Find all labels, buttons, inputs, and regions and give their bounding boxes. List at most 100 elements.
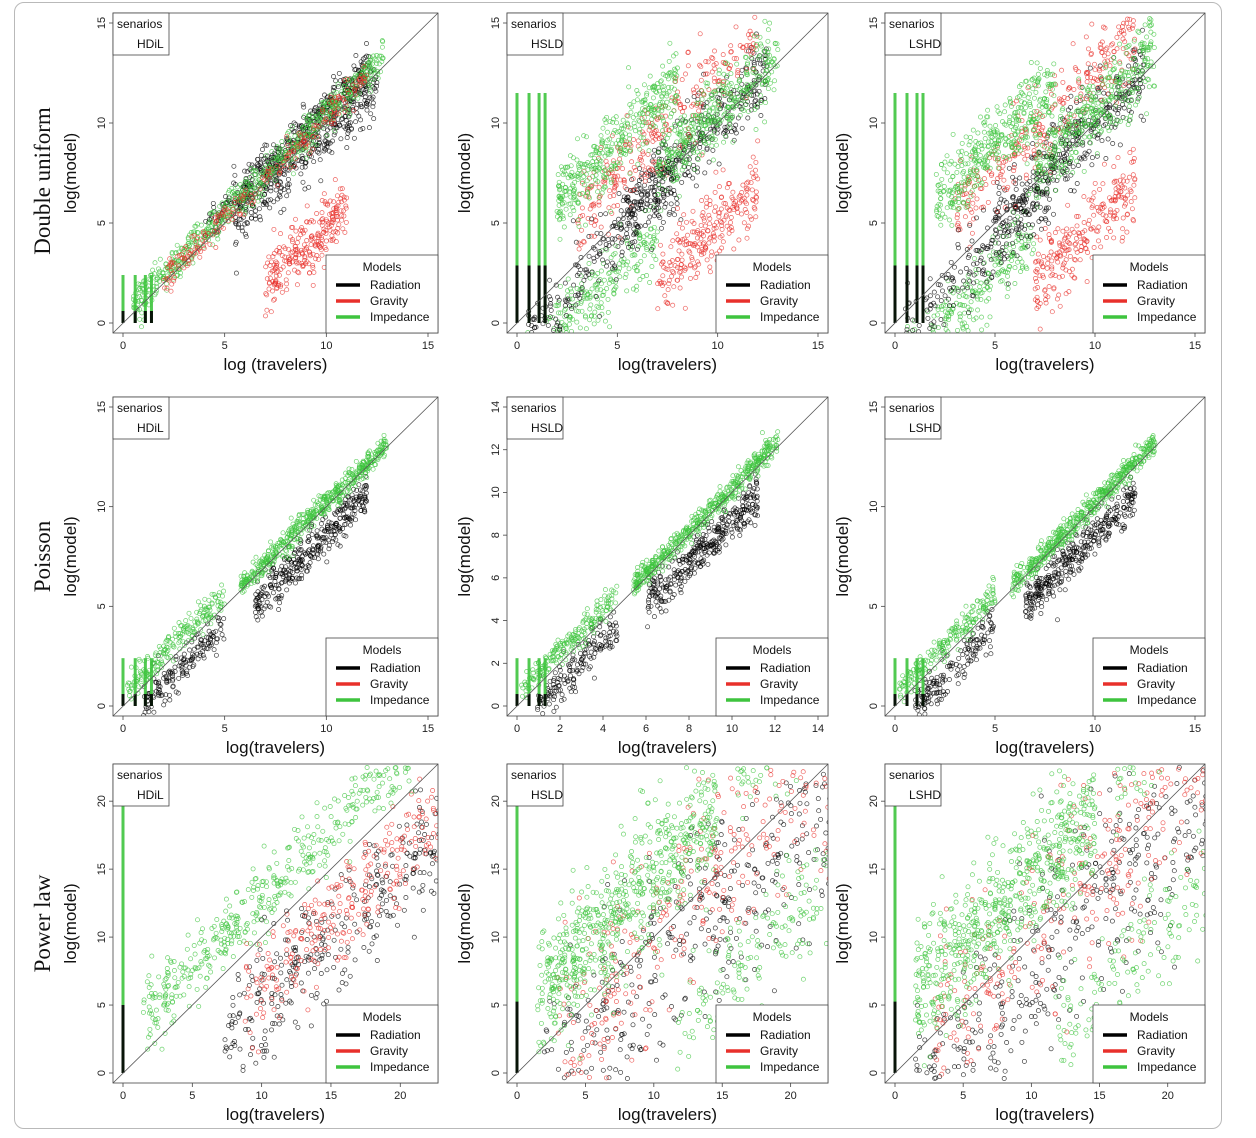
- gravity-point: [279, 253, 285, 259]
- gravity-point: [342, 77, 347, 83]
- impedance-point: [635, 161, 641, 167]
- impedance-point: [566, 321, 572, 327]
- gravity-point: [307, 270, 313, 276]
- gravity-point: [637, 154, 643, 160]
- radiation-point: [261, 156, 267, 162]
- gravity-point: [1100, 65, 1106, 71]
- gravity-point: [184, 263, 190, 269]
- gravity-point: [592, 222, 597, 228]
- gravity-point: [749, 216, 754, 222]
- gravity-point: [713, 204, 718, 210]
- gravity-point: [321, 119, 327, 125]
- impedance-point: [575, 136, 580, 142]
- impedance-point: [563, 206, 569, 212]
- gravity-point: [295, 235, 301, 241]
- radiation-point: [300, 179, 306, 185]
- impedance-point: [367, 54, 373, 60]
- radiation-point: [1126, 90, 1132, 96]
- gravity-point: [277, 170, 282, 176]
- gravity-point: [669, 258, 675, 264]
- radiation-point: [1132, 77, 1138, 83]
- gravity-point: [331, 206, 337, 212]
- radiation-point: [360, 126, 366, 131]
- radiation-point: [734, 91, 740, 97]
- gravity-point: [1097, 209, 1103, 215]
- impedance-point: [274, 144, 280, 150]
- gravity-point: [744, 235, 750, 241]
- radiation-point: [581, 277, 587, 283]
- gravity-point: [1000, 163, 1006, 169]
- gravity-point: [329, 217, 335, 223]
- impedance-point: [626, 266, 632, 272]
- radiation-point: [331, 74, 336, 79]
- gravity-point: [311, 123, 317, 129]
- gravity-point: [360, 75, 366, 81]
- gravity-point: [633, 167, 639, 173]
- gravity-point: [1114, 34, 1120, 40]
- impedance-point: [641, 240, 646, 246]
- x-tick-label: 10: [320, 340, 332, 352]
- impedance-point: [651, 224, 657, 230]
- gravity-point: [1100, 205, 1105, 211]
- radiation-point: [597, 313, 603, 319]
- gravity-point: [729, 228, 735, 234]
- impedance-point: [616, 261, 622, 267]
- gravity-point: [585, 216, 591, 221]
- impedance-point: [704, 119, 710, 124]
- impedance-point: [574, 157, 580, 163]
- gravity-point: [221, 225, 226, 231]
- radiation-point: [679, 179, 685, 185]
- gravity-point: [1130, 22, 1136, 28]
- gravity-point: [685, 232, 690, 238]
- impedance-point: [288, 164, 294, 170]
- gravity-point: [230, 206, 236, 212]
- gravity-point: [967, 207, 973, 213]
- gravity-point: [605, 231, 611, 237]
- gravity-point: [701, 240, 707, 246]
- impedance-point: [613, 141, 619, 147]
- gravity-point: [1124, 178, 1130, 184]
- gravity-point: [1071, 256, 1077, 262]
- gravity-point: [343, 219, 349, 225]
- gravity-point: [167, 256, 173, 262]
- gravity-point: [1036, 128, 1041, 134]
- impedance-point: [734, 61, 740, 67]
- radiation-point: [704, 145, 710, 151]
- impedance-point: [745, 72, 750, 78]
- gravity-point: [339, 217, 345, 223]
- impedance-point: [969, 188, 975, 194]
- impedance-point: [642, 97, 648, 103]
- gravity-point: [1020, 150, 1026, 156]
- impedance-point: [1006, 139, 1012, 144]
- impedance-point: [697, 152, 703, 158]
- impedance-point: [696, 100, 702, 106]
- gravity-point: [650, 167, 656, 173]
- impedance-point: [1044, 97, 1050, 102]
- gravity-point: [703, 204, 709, 210]
- gravity-point: [291, 141, 297, 147]
- radiation-point: [627, 208, 632, 214]
- radiation-point: [993, 218, 999, 224]
- gravity-point: [726, 181, 732, 186]
- radiation-point: [632, 239, 638, 245]
- gravity-point: [717, 248, 723, 254]
- impedance-point: [637, 130, 643, 136]
- impedance-point: [728, 71, 734, 77]
- gravity-point: [335, 111, 341, 117]
- impedance-point: [210, 242, 216, 248]
- gravity-point: [327, 100, 332, 106]
- impedance-point: [613, 243, 619, 249]
- impedance-point: [554, 208, 560, 214]
- gravity-point: [612, 180, 617, 186]
- radiation-point: [223, 194, 228, 200]
- gravity-point: [169, 281, 175, 287]
- gravity-point: [1063, 291, 1069, 297]
- impedance-point: [674, 73, 680, 79]
- gravity-point: [719, 226, 725, 232]
- gravity-point: [1125, 211, 1130, 217]
- gravity-point: [1062, 251, 1067, 257]
- gravity-point: [698, 222, 704, 228]
- gravity-point: [745, 179, 751, 185]
- gravity-point: [954, 222, 960, 228]
- radiation-point: [577, 295, 583, 301]
